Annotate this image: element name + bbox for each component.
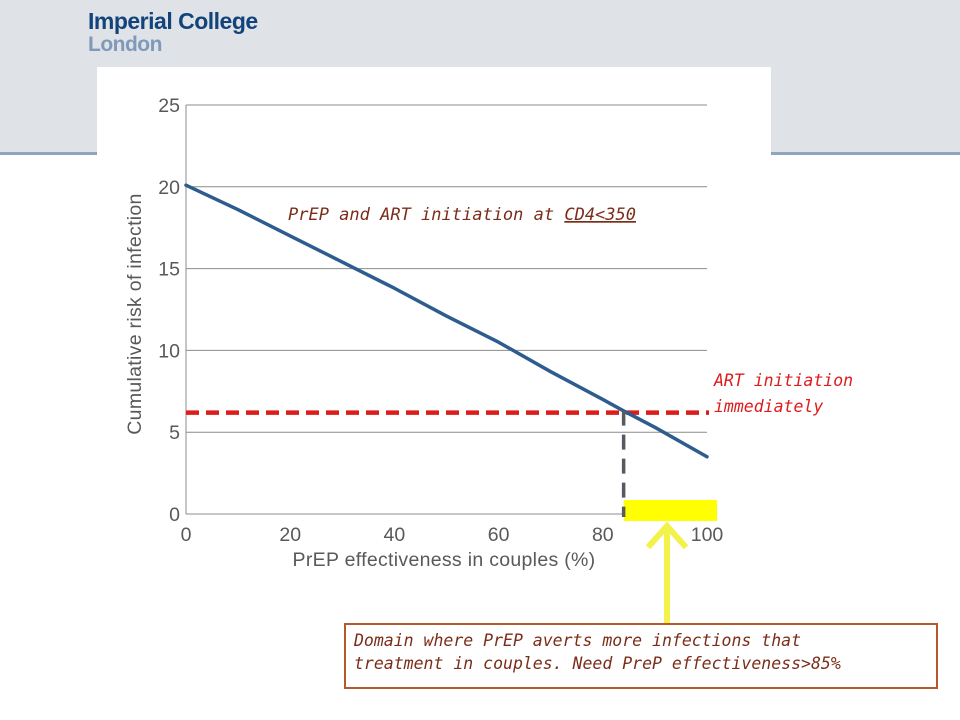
- x-tick-label-100: 100: [691, 524, 724, 546]
- x-tick-label-0: 0: [181, 524, 192, 546]
- prep-series-annotation: PrEP and ART initiation at CD4<350: [288, 205, 636, 225]
- tick-layer: 0 20 40 60 80 100 0 5 10 15 20 25: [158, 95, 723, 546]
- y-axis-label: Cumulative risk of infection: [124, 193, 146, 434]
- highlight-layer: [623, 500, 717, 521]
- y-tick-label-20: 20: [158, 177, 180, 199]
- prep-annotation-prefix: PrEP and ART initiation at: [288, 205, 564, 225]
- logo-line-1: Imperial College: [88, 8, 258, 34]
- imperial-college-logo: Imperial College London: [88, 8, 258, 56]
- series-layer: [184, 183, 709, 459]
- grid-layer: [185, 104, 707, 515]
- slide-panel: [97, 67, 771, 167]
- prep-annotation-threshold: CD4<350: [564, 205, 636, 225]
- logo-line-2: London: [88, 33, 162, 56]
- x-tick-label-60: 60: [488, 524, 510, 546]
- x-tick-label-40: 40: [384, 524, 406, 546]
- effectiveness-domain-highlight: [623, 500, 717, 521]
- y-tick-label-5: 5: [169, 422, 180, 444]
- prep-risk-line: [184, 183, 709, 459]
- y-tick-label-15: 15: [158, 259, 180, 281]
- callout-box: Domain where PrEP averts more infections…: [344, 623, 938, 689]
- x-axis-label: PrEP effectiveness in couples (%): [293, 549, 596, 571]
- art-annotation-line2: immediately: [714, 397, 823, 416]
- y-tick-label-25: 25: [158, 95, 180, 117]
- x-tick-label-80: 80: [592, 524, 614, 546]
- x-tick-label-20: 20: [279, 524, 301, 546]
- art-annotation-line1: ART initiation: [713, 371, 853, 390]
- up-arrow: [645, 521, 689, 623]
- y-tick-label-0: 0: [169, 504, 180, 526]
- y-tick-label-10: 10: [158, 340, 180, 362]
